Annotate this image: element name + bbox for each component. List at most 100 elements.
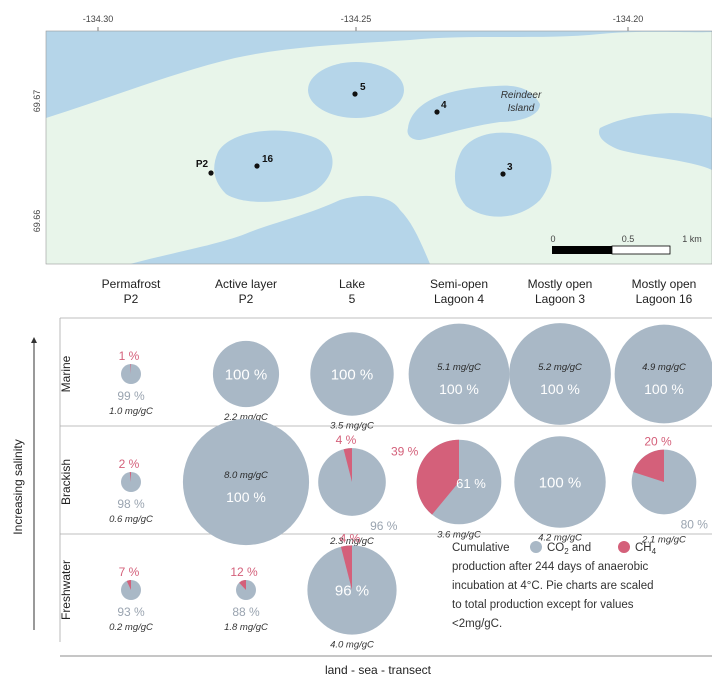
- ch4-percent: 12 %: [230, 565, 258, 579]
- longitude-tick-label: -134.30: [83, 14, 114, 24]
- pie-cell: 7 % 93 % 0.2 mg/gC: [109, 565, 153, 633]
- site-marker: [208, 170, 214, 176]
- legend: Cumulative CO2 and CH4 production after 24…: [452, 541, 657, 630]
- co2-slice: [514, 436, 606, 528]
- ch4-percent: 1 %: [119, 349, 140, 363]
- co2-percent: 98 %: [117, 497, 145, 511]
- ch4-percent: 4 %: [336, 433, 357, 447]
- x-axis-label: land - sea - transect: [325, 663, 432, 677]
- total-label: 2.3 mg/gC: [329, 536, 374, 547]
- total-label: 8.0 mg/gC: [224, 470, 268, 481]
- legend-line: <2mg/gC.: [452, 618, 502, 630]
- row-label: Freshwater: [59, 560, 73, 620]
- site-marker: [434, 109, 440, 115]
- ch4-legend-swatch: [618, 541, 630, 553]
- total-label: 0.6 mg/gC: [109, 514, 153, 525]
- latitude-tick-label: 69.66: [32, 210, 42, 233]
- ch4-slice: [239, 580, 246, 590]
- ch4-percent: 4 %: [340, 531, 361, 545]
- pie-charts: 1 % 99 % 1.0 mg/gC 100 % 2.2 mg/gC 100 % 3.5 m…: [109, 323, 712, 651]
- pie-cell: 1 % 99 % 1.0 mg/gC: [109, 349, 153, 417]
- co2-legend-label: CO2 and: [547, 542, 591, 556]
- ch4-percent: 20 %: [644, 435, 672, 449]
- row-labels: Marine Brackish Freshwater: [59, 355, 73, 620]
- pie-cell: 20 % 80 % 2.1 mg/gC: [631, 435, 709, 545]
- total-label: 5.1 mg/gC: [437, 362, 481, 373]
- y-axis-label: Increasing salinity: [11, 439, 25, 534]
- column-header: Semi-open: [430, 277, 488, 291]
- column-header: Mostly open: [632, 277, 697, 291]
- longitude-tick-label: -134.25: [341, 14, 372, 24]
- ch4-slice: [129, 472, 131, 482]
- total-label: 0.2 mg/gC: [109, 622, 153, 633]
- pie-cell: 2 % 98 % 0.6 mg/gC: [109, 457, 153, 525]
- total-label: 3.6 mg/gC: [437, 529, 481, 540]
- pie-cell: 100 % 4.2 mg/gC: [514, 436, 606, 544]
- co2-percent: 100 %: [540, 381, 580, 397]
- site-label: P2: [196, 159, 209, 170]
- row-label: Brackish: [59, 459, 73, 505]
- ch4-percent: 7 %: [119, 565, 140, 579]
- row-label: Marine: [59, 355, 73, 392]
- scale-bar-white: [611, 245, 671, 255]
- ch4-slice: [130, 364, 131, 374]
- island-label-line2: Island: [508, 103, 535, 114]
- ch4-percent: 39 %: [391, 445, 419, 459]
- scale-bar-label: 0.5: [622, 234, 635, 244]
- pie-cell: 96 % 4.0 mg/gC 4 %: [307, 531, 397, 651]
- pie-cell: 5.2 mg/gC 100 %: [509, 323, 611, 425]
- co2-percent: 100 %: [439, 381, 479, 397]
- pie-cell: 100 % 3.5 mg/gC: [310, 332, 394, 432]
- co2-percent: 61 %: [456, 476, 486, 491]
- pie-cell: 4.9 mg/gC 100 %: [614, 324, 712, 424]
- column-header: Mostly open: [528, 277, 593, 291]
- column-header: Lagoon 3: [535, 292, 585, 306]
- co2-percent: 96 %: [370, 519, 398, 533]
- scale-bar-black: [552, 246, 612, 254]
- co2-slice: [212, 340, 280, 408]
- total-label: 1.0 mg/gC: [109, 406, 153, 417]
- co2-slice: [614, 324, 712, 424]
- site-marker: [352, 91, 358, 97]
- scale-bar: [552, 245, 671, 255]
- co2-percent: 100 %: [226, 489, 266, 505]
- site-label: 16: [262, 154, 274, 165]
- pie-cell: 4 % 96 % 2.3 mg/gC: [318, 433, 398, 547]
- site-marker: [254, 163, 260, 169]
- total-label: 4.0 mg/gC: [330, 640, 374, 651]
- total-label: 4.9 mg/gC: [642, 362, 686, 373]
- pie-cell: 12 % 88 % 1.8 mg/gC: [224, 565, 268, 633]
- co2-legend-swatch: [530, 541, 542, 553]
- legend-line: incubation at 4°C. Pie charts are scaled: [452, 580, 654, 592]
- column-header: P2: [239, 292, 254, 306]
- map-lakes: [214, 62, 712, 217]
- total-label: 3.5 mg/gC: [330, 421, 374, 432]
- legend-line: to total production except for values: [452, 599, 634, 611]
- total-label: 4.2 mg/gC: [538, 533, 582, 544]
- co2-percent: 100 %: [539, 474, 582, 491]
- co2-percent: 80 %: [681, 517, 709, 531]
- pie-cell: 5.1 mg/gC 100 %: [408, 323, 510, 425]
- scale-bar-label: 1 km: [682, 234, 702, 244]
- co2-slice: [310, 332, 394, 416]
- co2-percent: 99 %: [117, 389, 145, 403]
- total-label: 5.2 mg/gC: [538, 362, 582, 373]
- total-label: 2.2 mg/gC: [223, 412, 268, 423]
- column-header: Permafrost: [102, 277, 161, 291]
- map-land: [46, 31, 712, 264]
- latitude-tick-label: 69.67: [32, 90, 42, 113]
- co2-percent: 100 %: [331, 366, 374, 383]
- ch4-slice: [633, 449, 664, 482]
- pie-cell: 39 % 61 % 3.6 mg/gC: [391, 439, 502, 540]
- site-marker: [500, 171, 506, 177]
- ch4-slice: [343, 448, 352, 482]
- co2-percent: 96 %: [335, 582, 369, 599]
- grid-lines: [31, 317, 712, 657]
- map-panel: -134.30 -134.25 -134.20 69.67 69.66 Reindeer I…: [32, 14, 712, 265]
- site-label: 5: [360, 82, 366, 93]
- co2-percent: 93 %: [117, 605, 145, 619]
- co2-slice: [509, 323, 611, 425]
- total-label: 1.8 mg/gC: [224, 622, 268, 633]
- scale-bar-label: 0: [550, 234, 555, 244]
